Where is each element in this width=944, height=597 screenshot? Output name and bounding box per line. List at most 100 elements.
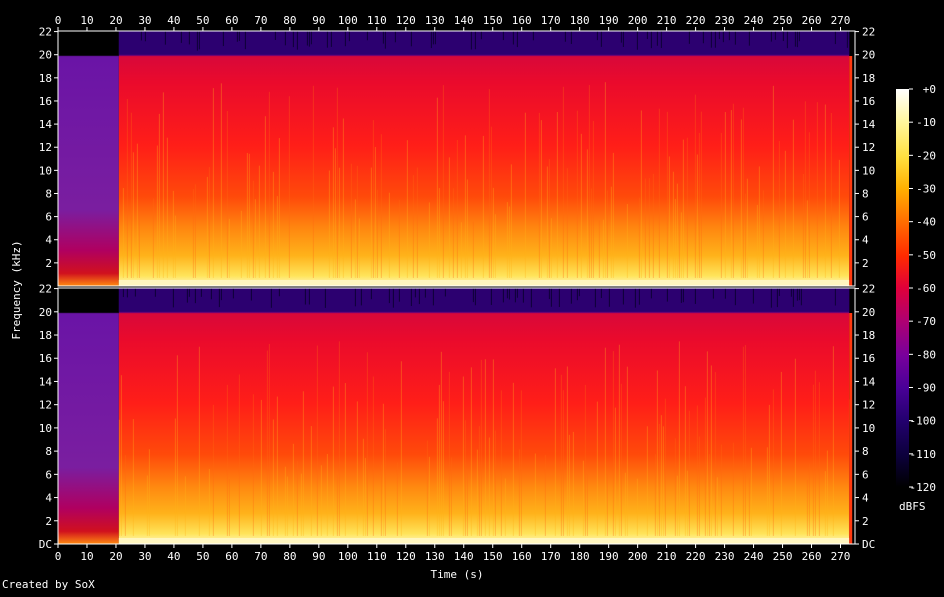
streak xyxy=(310,31,312,45)
streak xyxy=(698,132,700,278)
streak xyxy=(246,152,248,278)
streak xyxy=(264,116,266,278)
streak xyxy=(792,119,794,278)
streak xyxy=(560,374,562,536)
streak xyxy=(724,288,726,299)
x-tick-label: 150 xyxy=(483,14,503,27)
streak xyxy=(712,288,714,299)
x-tick-label: 0 xyxy=(55,14,62,27)
streak xyxy=(480,31,482,40)
streak xyxy=(152,198,154,278)
streak xyxy=(662,426,664,536)
streak xyxy=(714,31,716,48)
x-tick-label: 150 xyxy=(483,550,503,563)
spectrogram-channel-2 xyxy=(57,287,856,545)
streak xyxy=(236,31,238,42)
streak xyxy=(824,471,826,536)
x-tick-label: 20 xyxy=(109,550,122,563)
streak xyxy=(276,396,278,536)
y-tick-label: 22 xyxy=(862,26,875,39)
streak xyxy=(394,31,396,43)
streak xyxy=(686,470,688,536)
streak xyxy=(608,288,610,307)
streak xyxy=(794,31,796,47)
y-tick-label: 20 xyxy=(39,49,52,62)
colorbar-tick-label: -50 xyxy=(916,249,936,262)
streak xyxy=(398,199,400,278)
x-tick-label: 50 xyxy=(196,550,209,563)
streak xyxy=(626,204,628,278)
x-tick-label: 40 xyxy=(167,14,180,27)
streak xyxy=(432,31,434,45)
streak xyxy=(474,31,476,50)
streak xyxy=(240,210,242,278)
streak xyxy=(396,462,398,536)
streak xyxy=(180,31,182,43)
streak xyxy=(366,31,368,41)
streak xyxy=(316,345,318,536)
streak xyxy=(694,288,696,304)
streak xyxy=(656,370,658,536)
streak xyxy=(350,163,352,278)
streak xyxy=(382,403,384,536)
streak xyxy=(592,120,594,278)
x-tick-label: 10 xyxy=(80,550,93,563)
streak xyxy=(442,85,444,278)
streak xyxy=(374,146,376,278)
x-tick-label: 100 xyxy=(338,14,358,27)
streak xyxy=(222,31,224,47)
streak xyxy=(530,288,532,308)
streak xyxy=(584,384,586,536)
y-tick-label: 22 xyxy=(39,26,52,39)
streak xyxy=(520,390,522,536)
streak xyxy=(728,31,730,41)
streak xyxy=(786,31,788,49)
streak xyxy=(588,85,590,278)
streak xyxy=(686,137,688,278)
streak xyxy=(328,170,330,278)
streak xyxy=(268,343,270,536)
streak xyxy=(730,110,732,278)
streak xyxy=(196,31,198,51)
streak xyxy=(682,288,684,303)
streak xyxy=(372,120,374,279)
streak xyxy=(206,176,208,278)
x-tick-label: 170 xyxy=(541,14,561,27)
x-tick-label: 80 xyxy=(283,14,296,27)
streak xyxy=(244,31,246,50)
streak xyxy=(676,183,678,278)
streak xyxy=(126,98,128,278)
streak xyxy=(594,288,596,308)
streak xyxy=(782,31,784,42)
streak xyxy=(162,92,164,278)
streak xyxy=(816,102,818,278)
streak xyxy=(688,31,690,44)
y-tick-label: 4 xyxy=(45,492,52,505)
streak xyxy=(366,352,368,536)
streak xyxy=(292,31,294,48)
streak xyxy=(654,454,656,536)
streak xyxy=(300,473,302,536)
streak xyxy=(804,101,806,279)
x-tick-label: 40 xyxy=(167,550,180,563)
streak xyxy=(276,196,278,278)
streak xyxy=(706,351,708,536)
streak xyxy=(384,31,386,49)
streak xyxy=(682,139,684,278)
streak xyxy=(172,190,174,278)
streak xyxy=(750,447,752,536)
streak xyxy=(660,31,662,48)
streak xyxy=(518,449,520,536)
streak xyxy=(324,288,326,308)
streak xyxy=(266,350,268,536)
end-strip xyxy=(849,56,853,286)
streak xyxy=(210,288,212,300)
y-tick-label: 4 xyxy=(862,492,869,505)
streak xyxy=(306,31,308,46)
x-tick-label: 60 xyxy=(225,550,238,563)
streak xyxy=(430,31,432,49)
streak xyxy=(412,175,414,278)
streak xyxy=(360,288,362,306)
streak xyxy=(808,132,810,278)
streak xyxy=(814,370,816,536)
